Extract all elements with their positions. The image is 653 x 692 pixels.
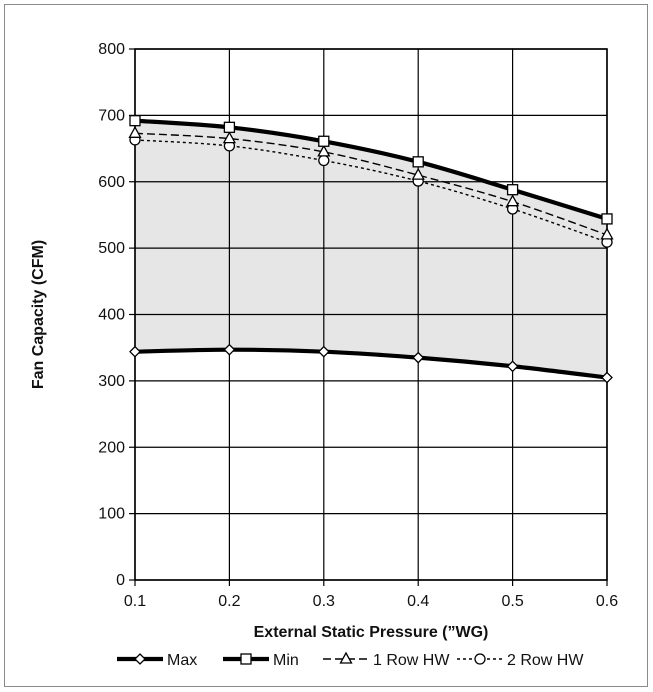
- y-axis-title: Fan Capacity (CFM): [30, 240, 47, 389]
- legend-item-max: Max: [117, 652, 197, 669]
- y-tick-label: 0: [116, 572, 125, 589]
- series-line-2-row-hw: [134, 139, 608, 243]
- series-max: [129, 343, 613, 384]
- data-point-1-row-hw: [317, 144, 331, 157]
- legend-marker-2-row-hw: [474, 653, 486, 665]
- data-point-1-row-hw: [411, 167, 425, 180]
- legend-marker-min: [240, 653, 252, 665]
- data-point-min: [412, 156, 424, 168]
- data-point-1-row-hw: [128, 125, 142, 138]
- series-line-max: [134, 347, 608, 380]
- tick-labels: 0.1 0.2 0.3 0.4 0.5 0.6 0 100 200 300 400 500 600 700…: [98, 41, 618, 610]
- x-tick-label: 0.5: [501, 593, 523, 610]
- data-point-min: [318, 135, 330, 147]
- x-tick-label: 0.1: [124, 593, 146, 610]
- data-point-1-row-hw: [600, 227, 614, 240]
- legend-marker-1-row-hw: [339, 651, 353, 664]
- data-point-min: [129, 115, 141, 127]
- data-point-2-row-hw: [318, 154, 330, 167]
- legend-item-min: Min: [223, 652, 299, 669]
- data-point-max: [601, 371, 613, 384]
- data-point-1-row-hw: [222, 131, 236, 144]
- data-point-min: [506, 184, 519, 196]
- series-layer: [128, 115, 614, 384]
- legend-label-1-row-hw: 1 Row HW: [373, 652, 450, 669]
- series-min: [129, 115, 613, 225]
- series-1-row-hw: [128, 125, 614, 240]
- legend-item-2-row-hw: 2 Row HW: [457, 652, 584, 669]
- legend-label-max: Max: [167, 652, 197, 669]
- legend-item-1-row-hw: 1 Row HW: [323, 651, 450, 669]
- data-point-max: [129, 345, 141, 358]
- series-2-row-hw: [129, 134, 613, 248]
- data-point-max: [506, 360, 519, 373]
- x-tick-label: 0.4: [407, 593, 429, 610]
- legend-marker-max: [134, 653, 146, 665]
- series-line-1-row-hw: [134, 132, 608, 236]
- gridlines: [129, 48, 608, 586]
- chart-frame: 0.1 0.2 0.3 0.4 0.5 0.6 0 100 200 300 400 500 600 700…: [4, 4, 648, 687]
- legend: Max Min 1 Row HW 2 Row HW: [117, 651, 584, 669]
- y-tick-label: 400: [98, 307, 125, 324]
- y-tick-label: 200: [98, 439, 125, 456]
- data-point-max: [317, 345, 330, 358]
- y-tick-label: 500: [98, 240, 125, 257]
- series-line-min: [134, 118, 608, 221]
- data-point-max: [412, 351, 425, 364]
- y-tick-label: 100: [98, 506, 125, 523]
- shaded-region: [135, 120, 607, 378]
- shaded-region-layer: [135, 120, 607, 378]
- x-tick-label: 0.3: [313, 593, 335, 610]
- data-point-min: [223, 121, 236, 133]
- y-tick-label: 700: [98, 107, 125, 124]
- x-tick-label: 0.2: [218, 593, 240, 610]
- data-point-1-row-hw: [506, 194, 520, 207]
- y-tick-label: 600: [98, 174, 125, 191]
- plot-border: [134, 48, 608, 581]
- fan-capacity-chart: 0.1 0.2 0.3 0.4 0.5 0.6 0 100 200 300 400 500 600 700…: [30, 41, 618, 669]
- y-tick-label: 300: [98, 373, 125, 390]
- legend-label-2-row-hw: 2 Row HW: [507, 652, 584, 669]
- y-tick-label: 800: [98, 41, 125, 58]
- data-point-max: [223, 343, 236, 356]
- data-point-min: [601, 213, 613, 225]
- x-axis-title: External Static Pressure (”WG): [254, 624, 489, 641]
- x-tick-label: 0.6: [596, 593, 618, 610]
- legend-label-min: Min: [273, 652, 299, 669]
